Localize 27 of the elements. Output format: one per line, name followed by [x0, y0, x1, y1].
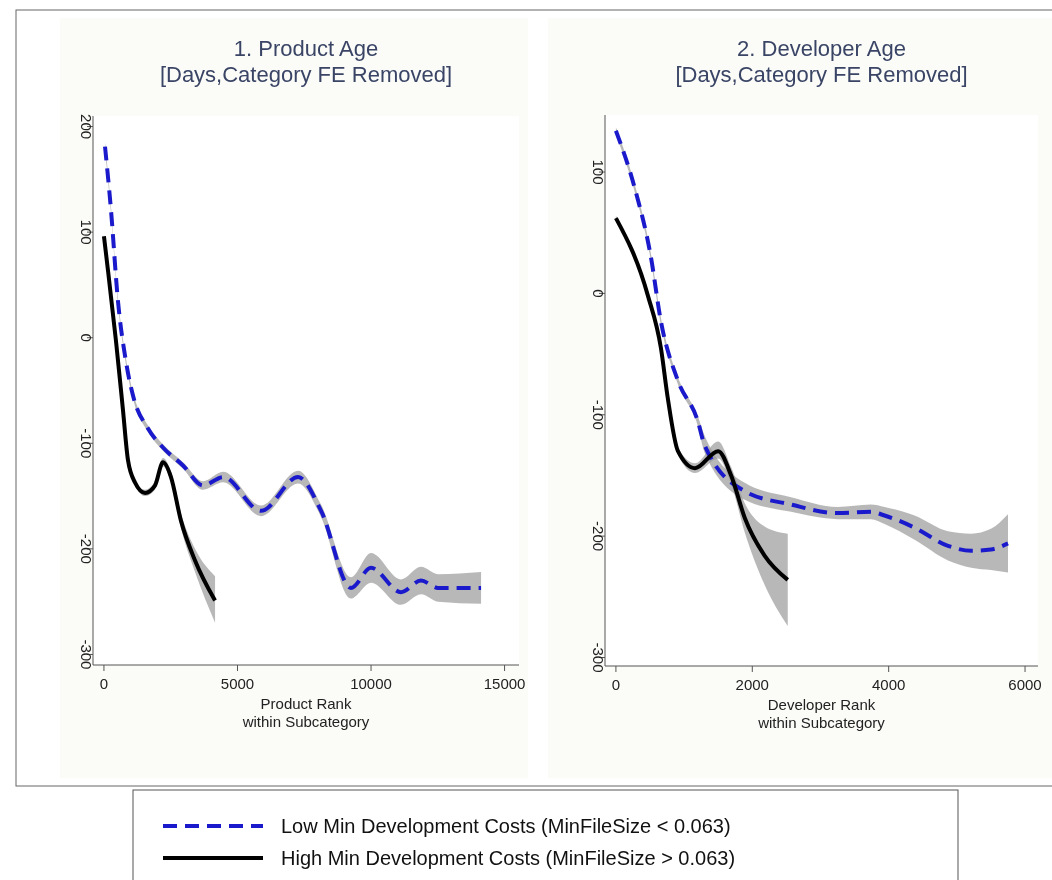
x-tick-label: 0 — [99, 675, 109, 692]
y-tick-label: 100 — [78, 219, 95, 245]
legend-label: Low Min Development Costs (MinFileSize < 0.063) — [281, 815, 731, 837]
x-tick-label: 2000 — [735, 676, 769, 693]
y-tick-label: -200 — [590, 521, 607, 552]
x-tick-label: 5000 — [220, 675, 255, 692]
x-tick-label: 15000 — [483, 675, 526, 692]
y-tick-label: 200 — [78, 114, 95, 140]
chart-title: 2. Developer Age — [737, 36, 906, 61]
y-tick-label: -100 — [590, 399, 607, 430]
x-axis-title: Product Rank within Subcategory — [241, 695, 370, 730]
y-tick-label: 0 — [78, 333, 95, 342]
y-tick-label: 100 — [590, 159, 607, 185]
x-axis-title: Developer Rank within Subcategory — [757, 696, 886, 731]
x-tick-label: 4000 — [871, 676, 906, 693]
x-tick-label: 10000 — [350, 675, 392, 692]
x-tick-label: 6000 — [1008, 676, 1042, 693]
y-tick-label: -200 — [78, 533, 95, 564]
y-tick-label: -300 — [590, 642, 607, 673]
chart-title: 1. Product Age — [233, 36, 379, 61]
y-tick-label: -100 — [78, 428, 95, 459]
y-tick-label: 0 — [590, 289, 607, 298]
chart-subtitle: [Days,Category FE Removed] — [675, 62, 968, 87]
legend-label: High Min Development Costs (MinFileSize > 0.063) — [281, 847, 736, 869]
chart-subtitle: [Days,Category FE Removed] — [159, 62, 453, 87]
y-tick-label: -300 — [78, 639, 95, 670]
x-tick-label: 0 — [611, 676, 621, 693]
